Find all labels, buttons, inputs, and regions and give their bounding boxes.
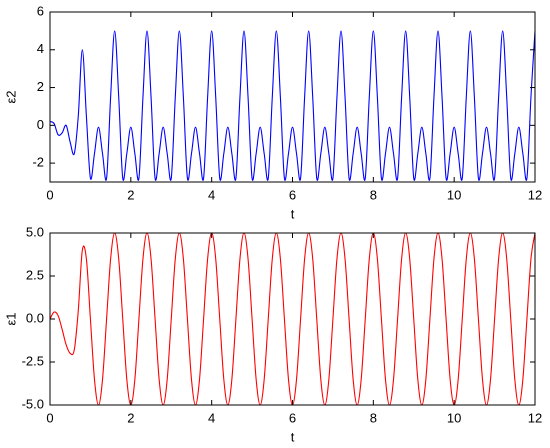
x-tick-label: 6 <box>289 187 296 202</box>
x-axis-label: t <box>291 206 295 221</box>
x-tick-label: 6 <box>289 410 296 425</box>
x-tick-label: 10 <box>447 410 461 425</box>
x-axis-label: t <box>291 429 295 444</box>
y-tick-label: -5.0 <box>22 396 44 411</box>
x-tick-label: 12 <box>528 410 542 425</box>
y-tick-label: -2 <box>32 155 44 170</box>
x-tick-label: 10 <box>447 187 461 202</box>
x-tick-label: 2 <box>127 187 134 202</box>
y-tick-label: 2 <box>37 79 44 94</box>
y-axis-label: ε1 <box>3 312 18 325</box>
y-tick-label: 0 <box>37 117 44 132</box>
plot-frame <box>49 11 536 183</box>
y-axis-label: ε2 <box>3 90 18 103</box>
x-tick-label: 8 <box>370 410 377 425</box>
x-tick-label: 8 <box>370 187 377 202</box>
y-tick-label: 6 <box>37 3 44 18</box>
x-tick-label: 2 <box>127 410 134 425</box>
x-tick-label: 12 <box>528 187 542 202</box>
y-tick-label: 2.5 <box>26 267 44 282</box>
y-tick-label: 4 <box>37 41 44 56</box>
y-tick-label: 5.0 <box>26 224 44 239</box>
y-tick-label: 0.0 <box>26 310 44 325</box>
line-series <box>50 30 535 181</box>
y-tick-label: -2.5 <box>22 353 44 368</box>
x-tick-label: 0 <box>46 187 53 202</box>
x-tick-label: 0 <box>46 410 53 425</box>
x-tick-label: 4 <box>208 410 215 425</box>
line-series <box>50 233 535 405</box>
x-tick-label: 4 <box>208 187 215 202</box>
